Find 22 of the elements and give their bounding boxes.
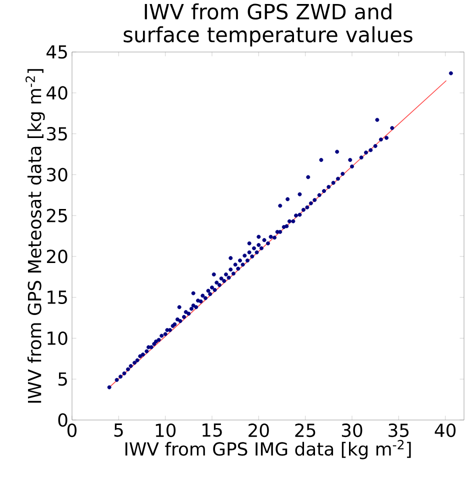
x-tick-label: 0 — [67, 424, 77, 438]
y-tick-label: 15 — [48, 290, 67, 304]
x-tick-label: 20 — [248, 424, 269, 438]
y-tick-label: 40 — [46, 86, 68, 100]
x-tick-label: 10 — [156, 424, 176, 438]
x-axis-title: IWV from GPS IMG data [kg m$^{-2}$] — [125, 440, 411, 460]
y-tick-label: 10 — [48, 331, 68, 345]
y-tick-label: 25 — [46, 208, 67, 222]
x-tick-label: 40 — [434, 424, 456, 438]
x-tick-label: 25 — [295, 424, 316, 438]
x-tick-label: 35 — [388, 424, 409, 438]
x-tick-label: 30 — [342, 424, 362, 438]
y-tick-label: 35 — [47, 126, 67, 141]
x-tick-label: 15 — [202, 424, 222, 437]
y-tick-label: 0 — [58, 413, 68, 427]
y-tick-label: 20 — [46, 250, 68, 264]
y-axis-title: IWV from GPS Meteosat data [kg m$^{-2}$] — [26, 69, 45, 403]
y-tick-label: 5 — [58, 372, 67, 386]
y-tick-label: 30 — [47, 168, 68, 182]
x-tick-label: 5 — [114, 424, 123, 437]
chart-title: IWV from GPS ZWD and surface temperature values — [124, 3, 412, 47]
y-tick-label: 45 — [46, 45, 67, 59]
